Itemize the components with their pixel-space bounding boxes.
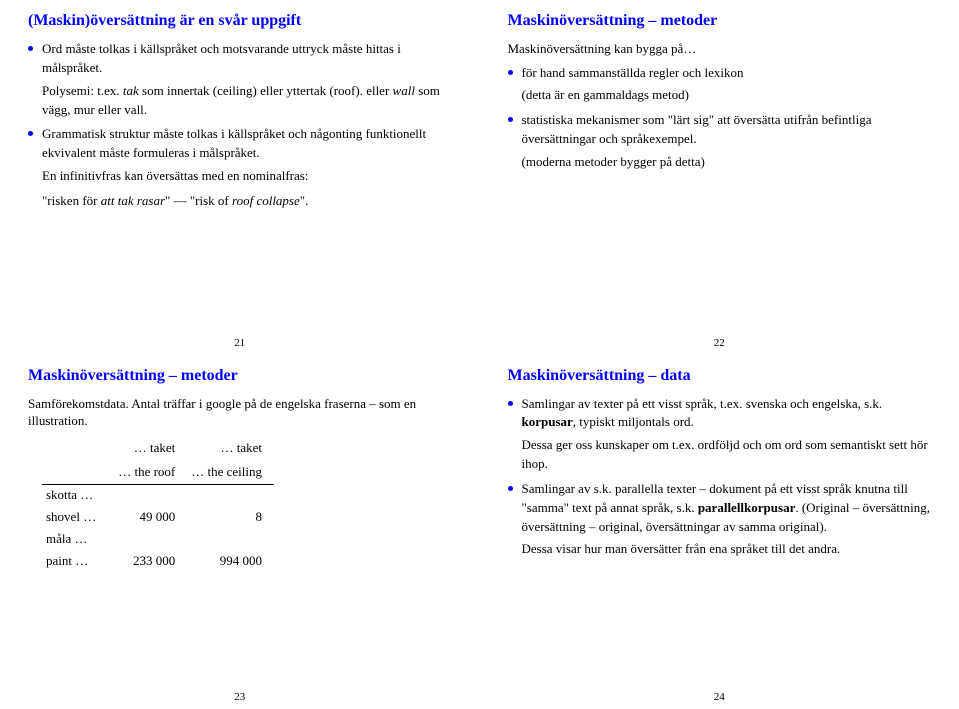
sub-text: som innertak (ceiling) eller yttertak (r… bbox=[139, 83, 393, 98]
row-label: shovel … bbox=[42, 505, 114, 529]
bullet-part: , typiskt miljontals ord. bbox=[573, 414, 694, 429]
cell: 49 000 bbox=[114, 505, 187, 529]
cell bbox=[187, 529, 274, 549]
cell: 8 bbox=[187, 505, 274, 529]
bullet-text: för hand sammanställda regler och lexiko… bbox=[522, 65, 744, 80]
page-number: 22 bbox=[714, 337, 725, 349]
sub-italic: wall bbox=[393, 83, 415, 98]
cooccurrence-table: … taket … taket … the roof … the ceiling… bbox=[42, 436, 274, 573]
col-header: … taket bbox=[187, 436, 274, 460]
slide-21: (Maskin)översättning är en svår uppgift … bbox=[0, 0, 480, 355]
bullet-part: Samlingar av texter på ett visst språk, … bbox=[522, 396, 883, 411]
quote-text: " — "risk of bbox=[165, 193, 232, 208]
row-label: måla … bbox=[42, 529, 114, 549]
quote-italic: roof collapse bbox=[232, 193, 300, 208]
table-row: skotta … bbox=[42, 484, 274, 505]
slide-22-bullets: för hand sammanställda regler och lexiko… bbox=[508, 64, 932, 172]
col-subheader: … the roof bbox=[114, 460, 187, 485]
table-row: shovel … 49 000 8 bbox=[42, 505, 274, 529]
row-label: paint … bbox=[42, 549, 114, 573]
bullet-1-sub: Polysemi: t.ex. tak som innertak (ceilin… bbox=[42, 82, 452, 120]
bullet-bold: korpusar bbox=[522, 414, 573, 429]
bullet-2: statistiska mekanismer som "lärt sig" at… bbox=[508, 111, 932, 172]
bullet-1: Samlingar av texter på ett visst språk, … bbox=[508, 395, 932, 474]
bullet-2: Grammatisk struktur måste tolkas i källs… bbox=[28, 125, 452, 210]
quote-text: ". bbox=[300, 193, 309, 208]
bullet-bold: parallellkorpusar bbox=[698, 500, 796, 515]
cell bbox=[114, 529, 187, 549]
page-number: 21 bbox=[234, 337, 245, 349]
slide-23-lead: Samförekomstdata. Antal träffar i google… bbox=[28, 395, 452, 430]
cell: 233 000 bbox=[114, 549, 187, 573]
cell bbox=[187, 484, 274, 505]
bullet-1-text: Ord måste tolkas i källspråket och motsv… bbox=[42, 41, 401, 75]
page-number: 24 bbox=[714, 691, 725, 703]
bullet-2-sub1: En infinitivfras kan översättas med en n… bbox=[42, 167, 452, 186]
bullet-sub: Dessa visar hur man översätter från ena … bbox=[522, 540, 932, 559]
cell: 994 000 bbox=[187, 549, 274, 573]
slide-grid: (Maskin)översättning är en svår uppgift … bbox=[0, 0, 959, 709]
slide-22-lead: Maskinöversättning kan bygga på… bbox=[508, 40, 932, 58]
slide-22-title: Maskinöversättning – metoder bbox=[508, 12, 932, 30]
slide-24-bullets: Samlingar av texter på ett visst språk, … bbox=[508, 395, 932, 560]
bullet-2-text: Grammatisk struktur måste tolkas i källs… bbox=[42, 126, 426, 160]
quote-text: "risken för bbox=[42, 193, 101, 208]
slide-23: Maskinöversättning – metoder Samförekoms… bbox=[0, 355, 480, 709]
sub-text: Polysemi: t.ex. bbox=[42, 83, 123, 98]
bullet-sub: Dessa ger oss kunskaper om t.ex. ordfölj… bbox=[522, 436, 932, 474]
table-row: måla … bbox=[42, 529, 274, 549]
bullet-2-sub2: "risken för att tak rasar" — "risk of ro… bbox=[42, 192, 452, 211]
bullet-sub: (detta är en gammaldags metod) bbox=[522, 86, 932, 105]
row-label: skotta … bbox=[42, 484, 114, 505]
col-header: … taket bbox=[114, 436, 187, 460]
quote-italic: att tak rasar bbox=[101, 193, 165, 208]
bullet-1: Ord måste tolkas i källspråket och motsv… bbox=[28, 40, 452, 119]
bullet-sub: (moderna metoder bygger på detta) bbox=[522, 153, 932, 172]
sub-italic: tak bbox=[123, 83, 139, 98]
bullet-text: statistiska mekanismer som "lärt sig" at… bbox=[522, 112, 872, 146]
bullet-2: Samlingar av s.k. parallella texter – do… bbox=[508, 480, 932, 559]
slide-21-bullets: Ord måste tolkas i källspråket och motsv… bbox=[28, 40, 452, 211]
slide-24: Maskinöversättning – data Samlingar av t… bbox=[480, 355, 959, 709]
title-rest: översättning är en svår uppgift bbox=[90, 12, 301, 29]
page-number: 23 bbox=[234, 691, 245, 703]
bullet-1: för hand sammanställda regler och lexiko… bbox=[508, 64, 932, 106]
col-subheader: … the ceiling bbox=[187, 460, 274, 485]
slide-22: Maskinöversättning – metoder Maskinövers… bbox=[480, 0, 959, 355]
sub-text: En infinitivfras kan översättas med en n… bbox=[42, 168, 308, 183]
slide-21-title: (Maskin)översättning är en svår uppgift bbox=[28, 12, 452, 30]
slide-24-title: Maskinöversättning – data bbox=[508, 367, 932, 385]
cell bbox=[114, 484, 187, 505]
slide-23-title: Maskinöversättning – metoder bbox=[28, 367, 452, 385]
title-prefix: (Maskin) bbox=[28, 12, 90, 29]
table-row: paint … 233 000 994 000 bbox=[42, 549, 274, 573]
